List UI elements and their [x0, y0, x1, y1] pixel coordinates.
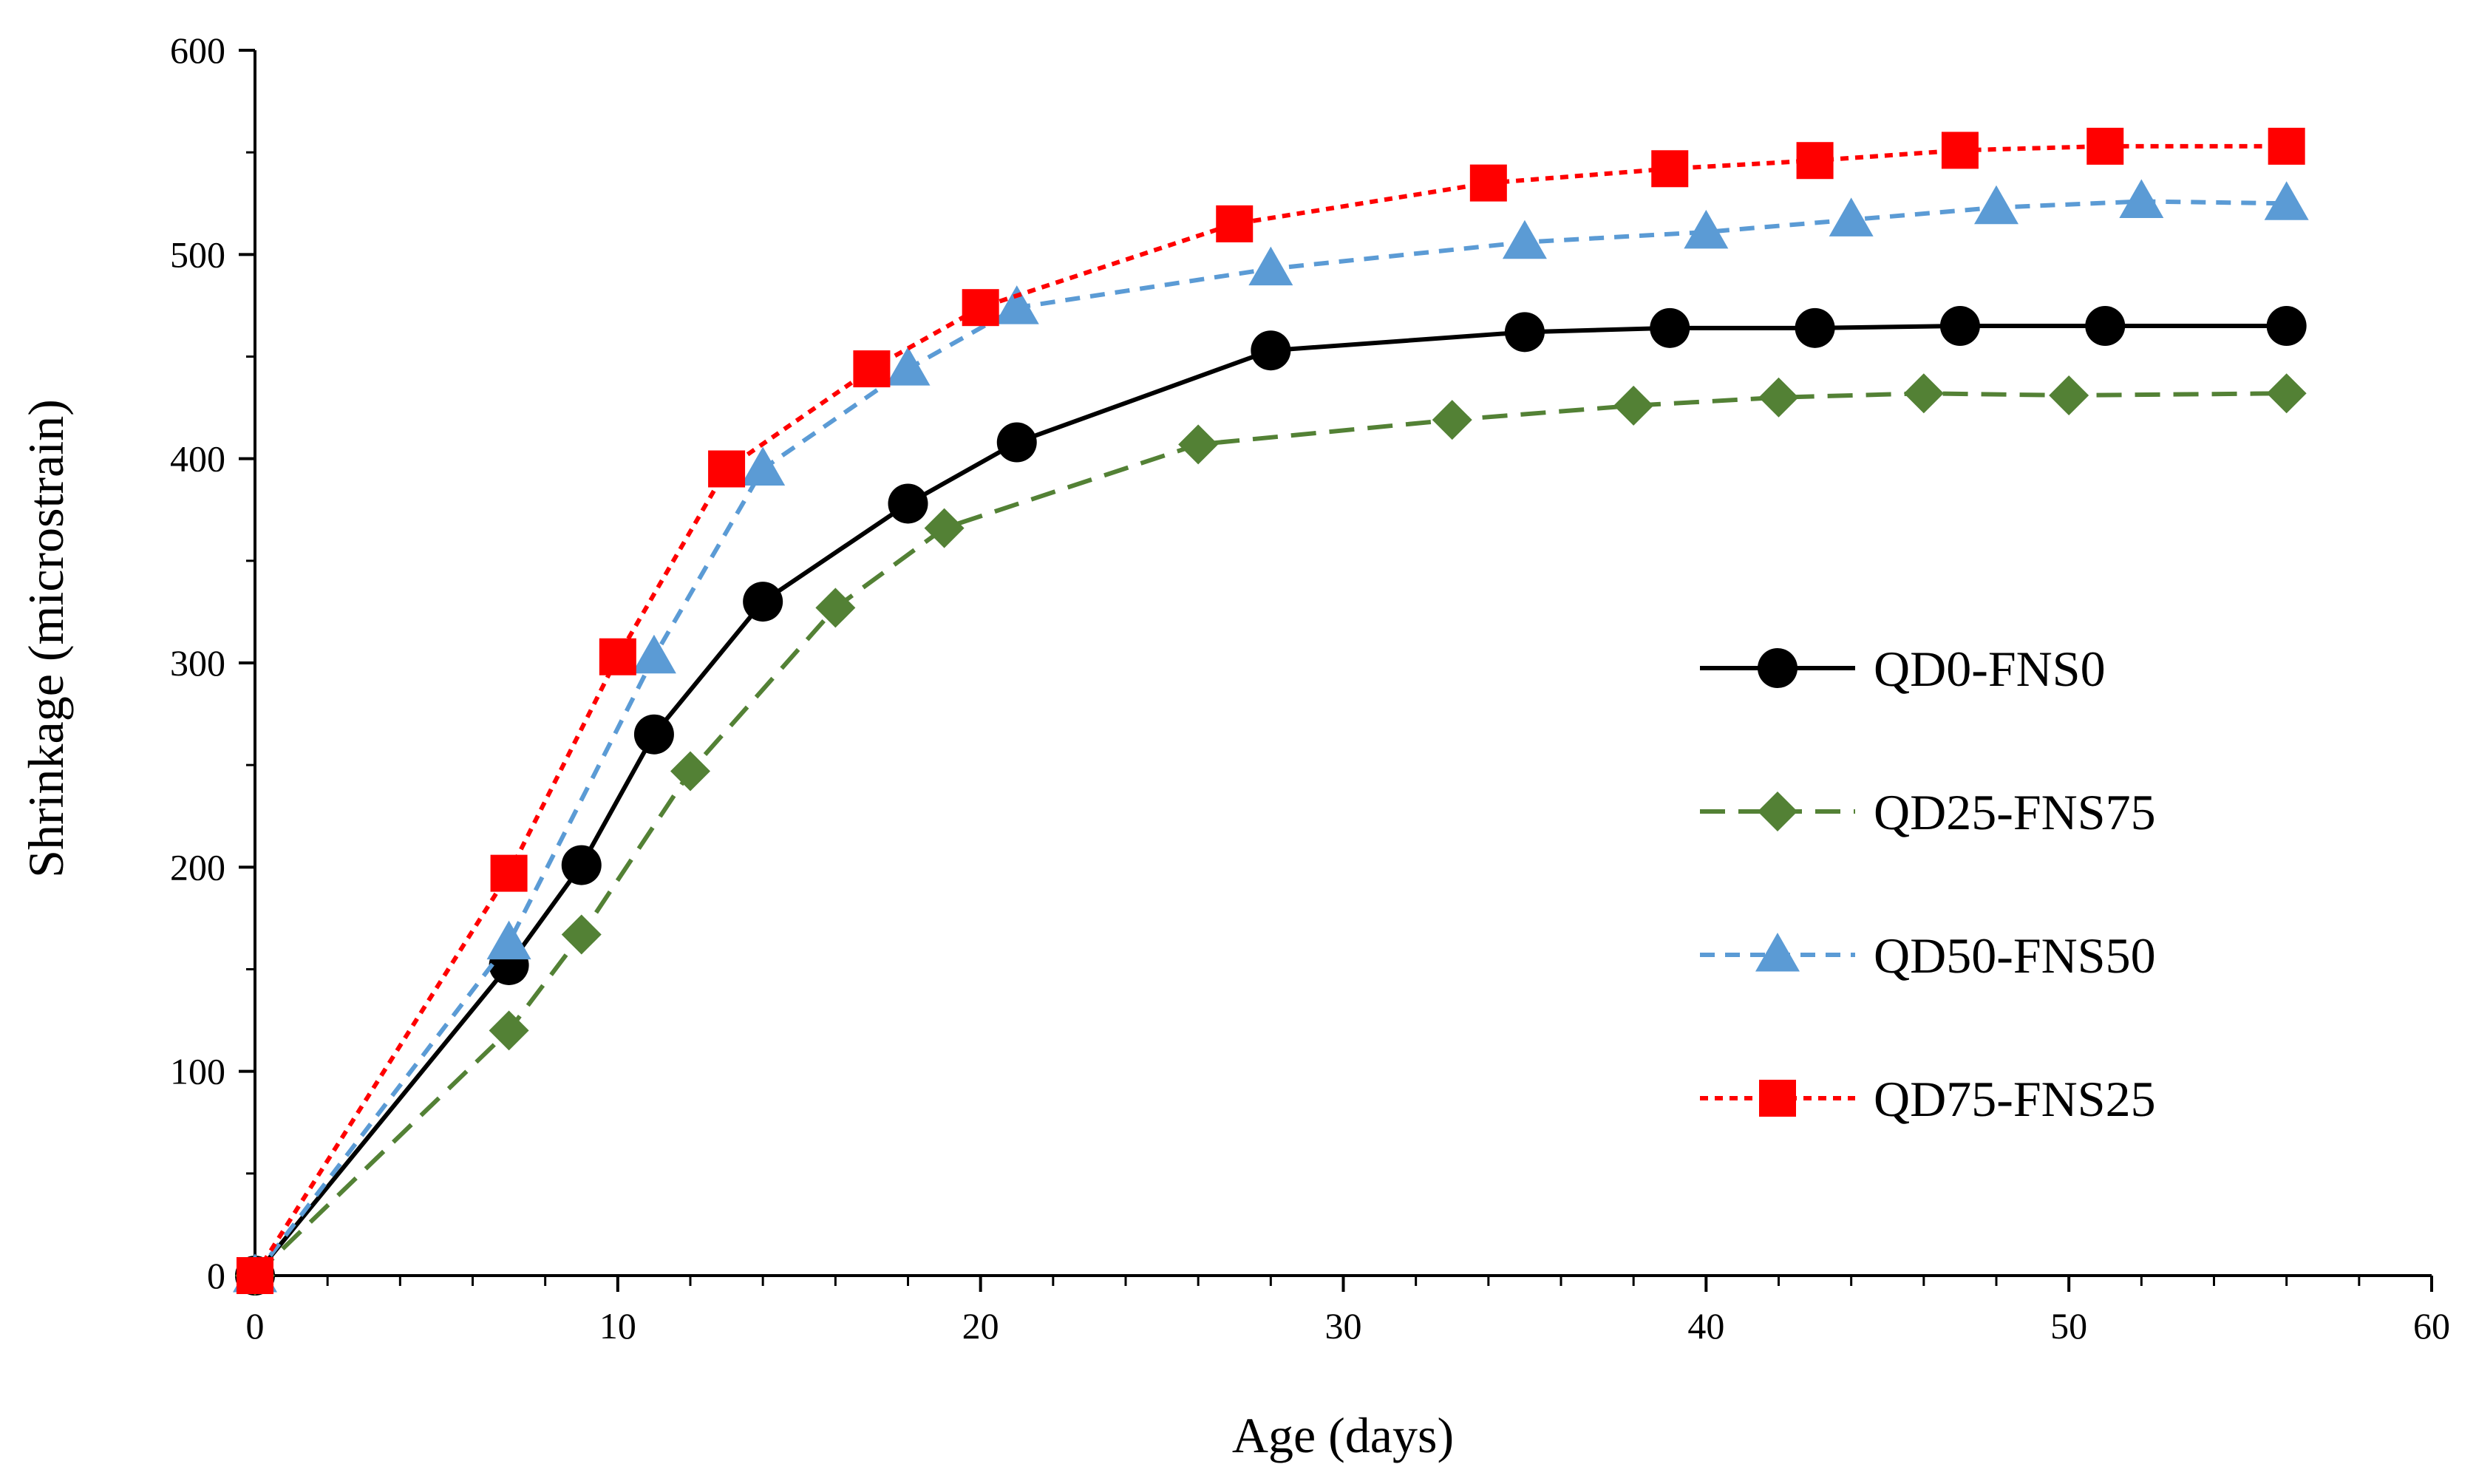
data-point-qd25-fns75 — [1432, 400, 1472, 440]
legend-label: QD50-FNS50 — [1874, 928, 2156, 984]
data-point-qd75-fns25 — [962, 289, 999, 327]
data-point-qd25-fns75 — [489, 1010, 529, 1051]
series-qd75-fns25 — [237, 127, 2305, 1294]
data-point-qd75-fns25 — [1796, 142, 1834, 180]
data-point-qd50-fns50 — [1502, 219, 1547, 259]
data-point-qd0-fns0 — [888, 483, 928, 524]
data-point-qd75-fns25 — [599, 638, 636, 675]
data-point-qd25-fns75 — [1903, 373, 1944, 414]
data-point-qd75-fns25 — [1216, 205, 1254, 242]
legend-marker — [1755, 933, 1800, 972]
x-tick-label: 60 — [2413, 1305, 2450, 1347]
y-axis-title: Shrinkage (microstrain) — [18, 399, 74, 878]
x-tick-label: 10 — [599, 1305, 636, 1347]
data-point-qd0-fns0 — [2085, 306, 2126, 347]
x-tick-label: 50 — [2050, 1305, 2087, 1347]
axes: 0 100 200 300 400 500 600 0 10 20 30 40 50 60 — [170, 30, 2450, 1347]
data-point-qd0-fns0 — [1650, 307, 1690, 348]
data-point-qd25-fns75 — [924, 508, 965, 548]
data-point-qd75-fns25 — [1941, 132, 1979, 169]
legend-label: QD75-FNS25 — [1874, 1071, 2156, 1127]
data-point-qd25-fns75 — [561, 914, 602, 955]
legend-marker — [1758, 792, 1798, 831]
data-point-qd0-fns0 — [561, 845, 602, 885]
data-point-qd50-fns50 — [1974, 185, 2018, 225]
data-point-qd0-fns0 — [2266, 306, 2307, 347]
y-tick-label: 0 — [207, 1255, 225, 1296]
y-tick-label: 400 — [170, 438, 225, 480]
data-point-qd50-fns50 — [994, 285, 1039, 324]
data-point-qd25-fns75 — [1613, 385, 1654, 426]
data-point-qd25-fns75 — [815, 588, 856, 628]
legend-label: QD25-FNS75 — [1874, 784, 2156, 840]
data-point-qd50-fns50 — [631, 634, 676, 674]
data-point-qd75-fns25 — [490, 854, 528, 892]
x-tick-label: 20 — [962, 1305, 999, 1347]
data-point-qd0-fns0 — [633, 714, 674, 755]
legend-entry-qd50-fns50: QD50-FNS50 — [1700, 928, 2156, 984]
x-tick-label: 40 — [1687, 1305, 1724, 1347]
legend-label: QD0-FNS0 — [1874, 641, 2106, 697]
data-point-qd50-fns50 — [1829, 197, 1874, 236]
data-point-qd0-fns0 — [1795, 307, 1835, 348]
data-point-qd25-fns75 — [670, 751, 710, 792]
data-point-qd50-fns50 — [2119, 179, 2164, 218]
data-point-qd75-fns25 — [708, 450, 746, 488]
data-point-qd75-fns25 — [853, 350, 891, 388]
legend-entry-qd0-fns0: QD0-FNS0 — [1700, 641, 2106, 697]
x-axis-title: Age (days) — [1232, 1407, 1454, 1463]
legend-marker — [1758, 648, 1798, 688]
legend-marker — [1759, 1080, 1796, 1117]
data-point-qd50-fns50 — [885, 347, 931, 386]
data-point-qd25-fns75 — [1178, 424, 1219, 465]
legend-entry-qd75-fns25: QD75-FNS25 — [1700, 1071, 2156, 1127]
data-point-qd0-fns0 — [1504, 312, 1545, 353]
data-point-qd0-fns0 — [1251, 330, 1291, 371]
data-point-qd50-fns50 — [486, 920, 531, 960]
data-point-qd0-fns0 — [996, 422, 1037, 463]
data-point-qd0-fns0 — [743, 582, 783, 622]
data-point-qd75-fns25 — [1651, 150, 1689, 188]
data-point-qd25-fns75 — [2266, 373, 2307, 414]
y-tick-label: 100 — [170, 1051, 225, 1092]
y-tick-label: 600 — [170, 30, 225, 71]
data-point-qd75-fns25 — [1469, 164, 1507, 202]
legend-entry-qd25-fns75: QD25-FNS75 — [1700, 784, 2156, 840]
series-qd0-fns0 — [235, 306, 2307, 1296]
data-point-qd50-fns50 — [2264, 181, 2309, 220]
data-point-qd75-fns25 — [2086, 127, 2124, 165]
y-tick-label: 500 — [170, 234, 225, 275]
data-point-qd50-fns50 — [1684, 209, 1729, 249]
y-tick-label: 300 — [170, 642, 225, 684]
y-tick-label: 200 — [170, 846, 225, 888]
data-point-qd75-fns25 — [237, 1257, 273, 1294]
legend: QD0-FNS0 QD25-FNS75 QD50-FNS50 QD75-FNS25 — [1700, 641, 2156, 1127]
x-tick-label: 0 — [246, 1305, 265, 1347]
data-point-qd25-fns75 — [1758, 377, 1799, 418]
data-point-qd0-fns0 — [1939, 306, 1980, 347]
series-line-qd0-fns0 — [253, 324, 2287, 1277]
x-tick-label: 30 — [1325, 1305, 1362, 1347]
data-point-qd50-fns50 — [1248, 246, 1293, 286]
data-point-qd50-fns50 — [741, 446, 786, 486]
data-point-qd75-fns25 — [2268, 127, 2305, 165]
series-layer — [233, 127, 2309, 1296]
data-point-qd25-fns75 — [2049, 375, 2089, 416]
